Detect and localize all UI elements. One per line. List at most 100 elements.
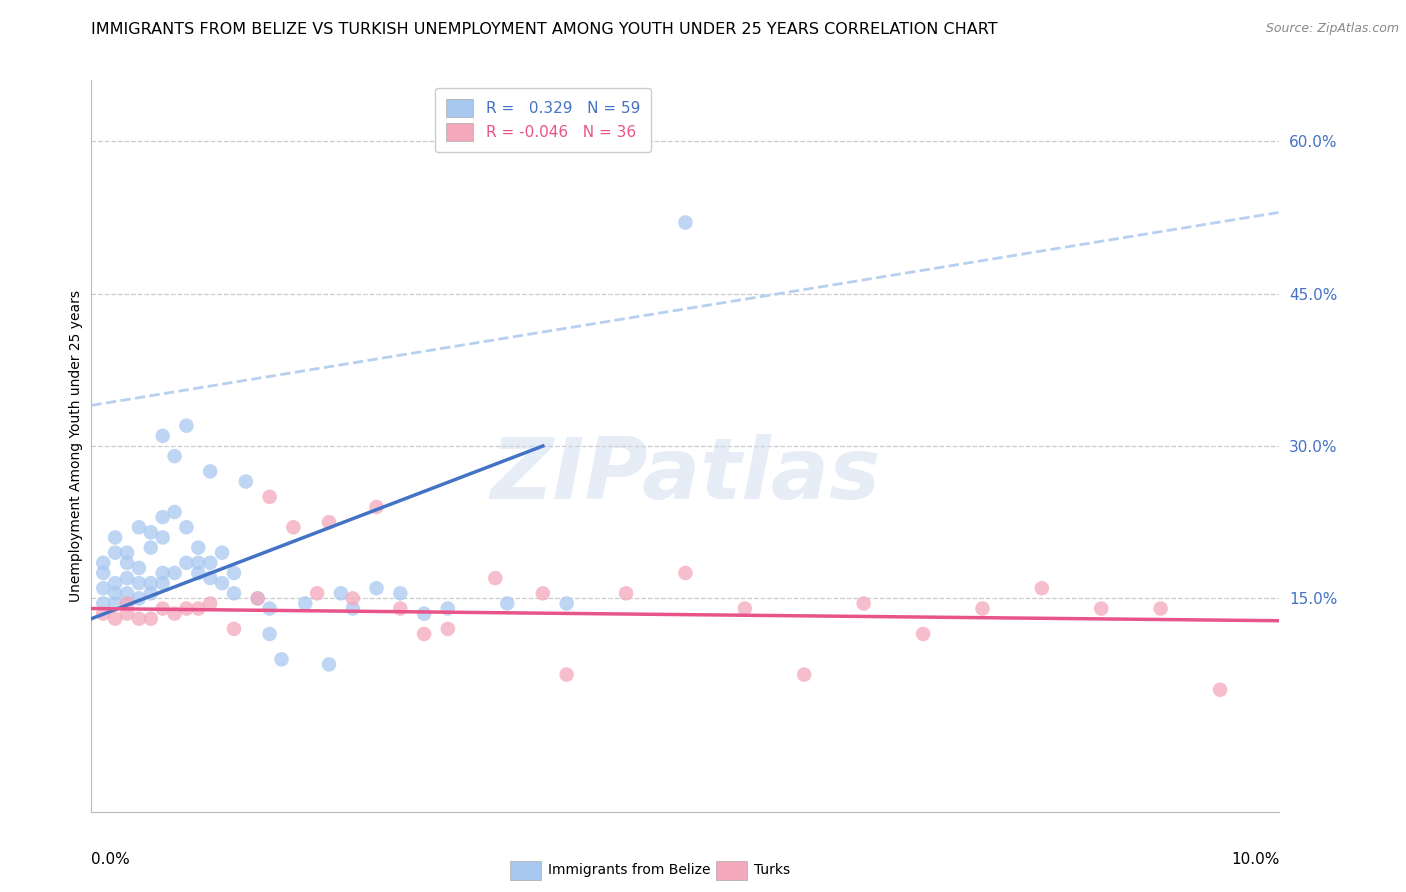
Point [152,576,174,591]
Point [176,556,198,570]
Point [1209,682,1232,697]
Point [139,586,162,600]
Point [91,607,114,621]
Point [176,418,198,433]
Text: ZIPatlas: ZIPatlas [491,434,880,516]
Point [187,541,209,555]
Point [496,597,519,611]
Point [436,622,458,636]
Point [222,586,245,600]
Point [1090,601,1112,615]
Point [484,571,506,585]
Text: IMMIGRANTS FROM BELIZE VS TURKISH UNEMPLOYMENT AMONG YOUTH UNDER 25 YEARS CORREL: IMMIGRANTS FROM BELIZE VS TURKISH UNEMPL… [91,22,998,37]
Point [673,215,696,229]
Point [152,510,174,524]
Point [104,586,127,600]
Point [200,464,222,478]
Point [673,566,696,580]
Point [259,490,281,504]
Point [1149,601,1171,615]
Point [200,556,222,570]
Point [270,652,292,666]
Point [1031,581,1053,595]
Point [555,597,578,611]
Point [294,597,316,611]
Point [259,601,281,615]
Point [139,612,162,626]
Point [163,566,186,580]
Point [128,591,150,606]
Point [259,627,281,641]
Point [614,586,637,600]
Point [187,566,209,580]
Point [436,601,458,615]
Point [307,586,329,600]
Point [115,597,138,611]
Point [389,601,412,615]
Point [91,597,114,611]
Point [389,586,412,600]
Point [139,525,162,540]
Point [91,566,114,580]
Text: 10.0%: 10.0% [1232,852,1279,867]
Point [318,515,340,529]
Point [793,667,815,681]
Point [200,571,222,585]
Point [246,591,269,606]
Point [734,601,756,615]
Point [128,612,150,626]
Point [128,520,150,534]
Point [972,601,994,615]
Point [115,607,138,621]
Point [176,601,198,615]
Point [318,657,340,672]
Text: Immigrants from Belize: Immigrants from Belize [547,863,710,877]
Point [911,627,934,641]
Point [104,612,127,626]
Text: Turks: Turks [754,863,790,877]
Point [413,627,436,641]
Point [222,622,245,636]
Point [413,607,436,621]
Point [152,566,174,580]
Point [152,601,174,615]
Point [329,586,352,600]
Point [128,576,150,591]
Point [342,591,364,606]
Point [555,667,578,681]
Point [139,541,162,555]
Point [152,530,174,544]
Point [91,581,114,595]
Point [152,429,174,443]
Point [91,556,114,570]
Point [187,601,209,615]
Point [342,601,364,615]
Point [366,581,388,595]
Point [115,556,138,570]
Y-axis label: Unemployment Among Youth under 25 years: Unemployment Among Youth under 25 years [69,290,83,602]
Point [211,546,233,560]
Point [115,571,138,585]
Point [115,586,138,600]
Point [366,500,388,514]
Point [531,586,554,600]
Point [176,520,198,534]
Point [852,597,875,611]
Point [104,576,127,591]
Point [187,556,209,570]
Point [283,520,305,534]
Point [115,546,138,560]
Text: 0.0%: 0.0% [91,852,131,867]
Point [235,475,257,489]
Point [104,530,127,544]
Point [128,561,150,575]
Point [163,607,186,621]
Point [115,597,138,611]
Point [246,591,269,606]
Point [104,597,127,611]
Legend: R =   0.329   N = 59, R = -0.046   N = 36: R = 0.329 N = 59, R = -0.046 N = 36 [434,88,651,152]
Point [139,576,162,591]
Point [163,449,186,463]
Text: Source: ZipAtlas.com: Source: ZipAtlas.com [1265,22,1399,36]
Point [200,597,222,611]
